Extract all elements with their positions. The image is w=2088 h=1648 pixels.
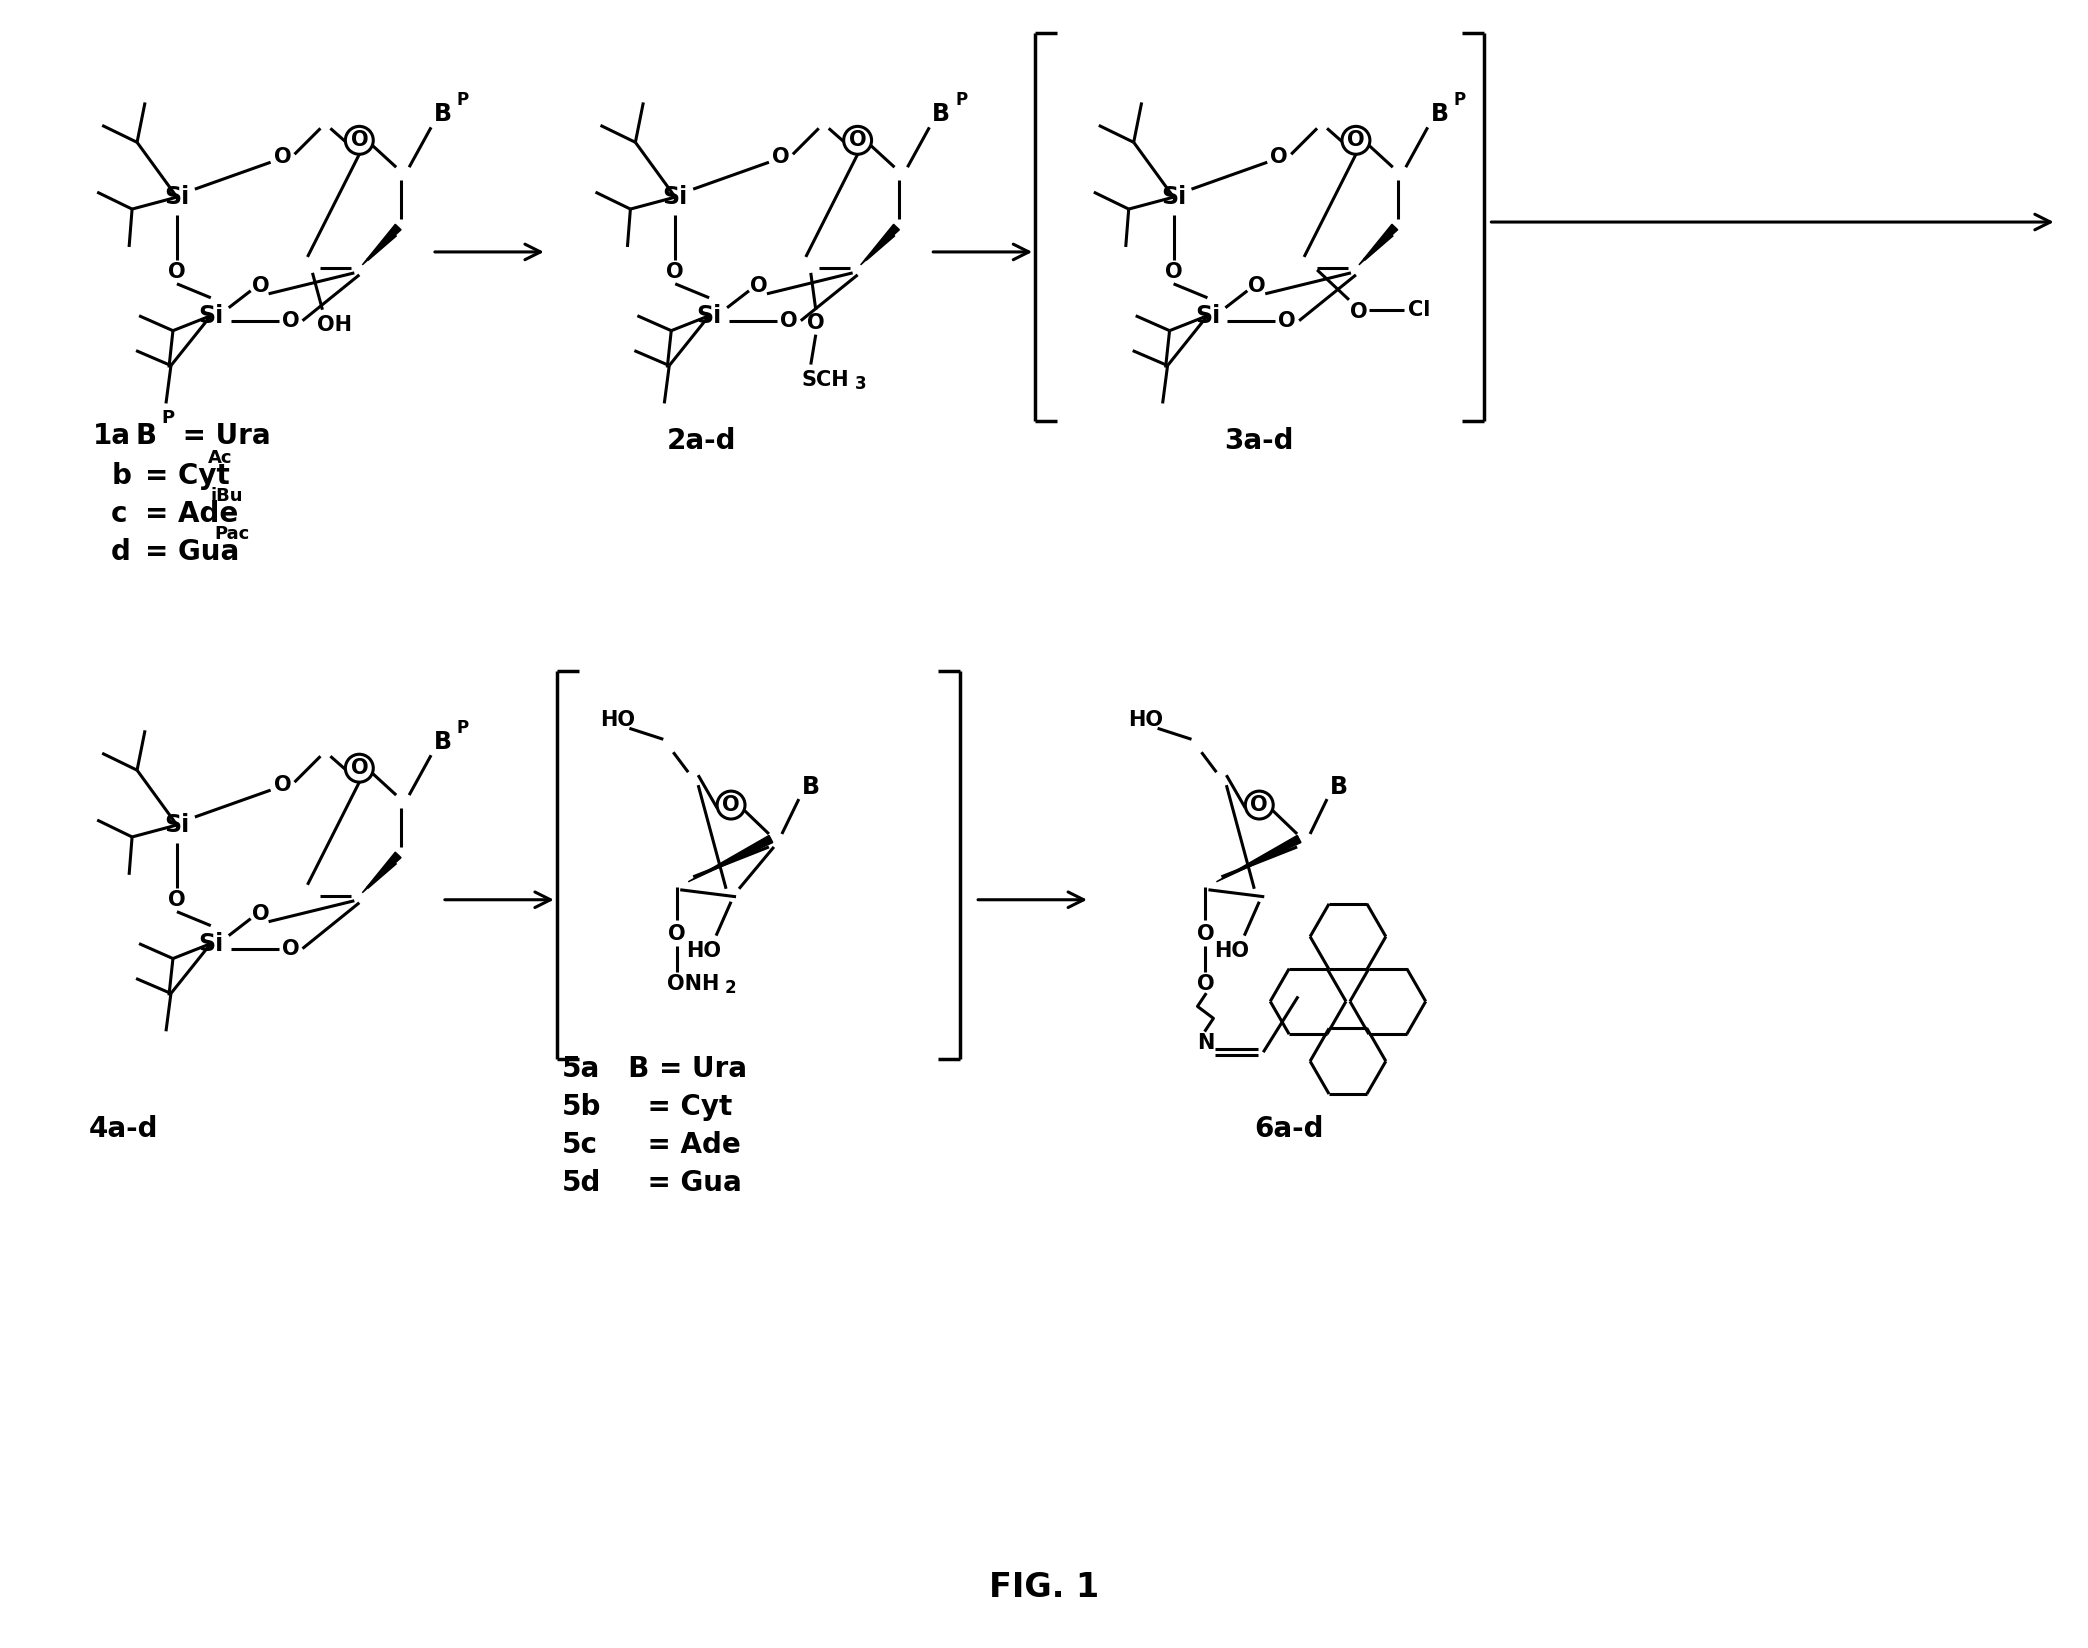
- Text: O: O: [750, 275, 768, 297]
- Text: HO: HO: [1213, 941, 1249, 961]
- Text: Si: Si: [662, 185, 687, 209]
- Text: c: c: [111, 499, 127, 527]
- Text: = Cyt: = Cyt: [144, 461, 230, 489]
- Text: HO: HO: [685, 941, 720, 961]
- Text: Ac: Ac: [209, 450, 232, 468]
- Polygon shape: [689, 836, 773, 882]
- Text: B: B: [136, 422, 157, 450]
- Text: OH: OH: [317, 315, 353, 335]
- Text: 3a-d: 3a-d: [1224, 427, 1295, 455]
- Text: O: O: [773, 147, 789, 166]
- Text: O: O: [351, 758, 367, 778]
- Text: O: O: [1351, 302, 1368, 321]
- Text: Si: Si: [198, 303, 223, 328]
- Text: Si: Si: [165, 812, 190, 837]
- Text: 1a: 1a: [94, 422, 132, 450]
- Text: O: O: [1196, 923, 1215, 944]
- Text: O: O: [282, 939, 299, 959]
- Text: O: O: [282, 311, 299, 331]
- Text: B: B: [434, 102, 451, 127]
- Circle shape: [716, 791, 745, 819]
- Polygon shape: [363, 224, 401, 265]
- Text: = Gua: = Gua: [144, 537, 240, 565]
- Text: b: b: [111, 461, 132, 489]
- Text: ONH: ONH: [666, 974, 720, 994]
- Text: P: P: [457, 719, 470, 737]
- Text: 2: 2: [725, 979, 735, 997]
- Text: SCH: SCH: [802, 369, 850, 389]
- Text: B: B: [1330, 775, 1349, 799]
- Text: O: O: [1196, 974, 1215, 994]
- Text: P: P: [954, 91, 967, 109]
- Text: 5c: 5c: [562, 1131, 597, 1159]
- Text: O: O: [351, 130, 367, 150]
- Text: N: N: [1196, 1033, 1213, 1053]
- Text: O: O: [1165, 262, 1182, 282]
- Text: iBu: iBu: [211, 488, 244, 504]
- Text: O: O: [668, 923, 687, 944]
- Text: B: B: [1430, 102, 1449, 127]
- Text: = Ade: = Ade: [144, 499, 238, 527]
- Text: B: B: [434, 730, 451, 755]
- Text: O: O: [274, 147, 292, 166]
- Text: 5a: 5a: [562, 1055, 599, 1083]
- Text: HO: HO: [1128, 710, 1163, 730]
- Text: O: O: [1251, 794, 1267, 816]
- Text: Si: Si: [697, 303, 722, 328]
- Text: O: O: [169, 890, 186, 910]
- Text: P: P: [457, 91, 470, 109]
- Polygon shape: [1217, 836, 1301, 882]
- Text: O: O: [666, 262, 685, 282]
- Text: Cl: Cl: [1407, 300, 1430, 320]
- Text: O: O: [1347, 130, 1366, 150]
- Text: = Ade: = Ade: [610, 1131, 741, 1159]
- Circle shape: [345, 127, 374, 155]
- Text: Si: Si: [1161, 185, 1186, 209]
- Text: Si: Si: [1194, 303, 1219, 328]
- Text: P: P: [161, 409, 173, 427]
- Text: O: O: [1270, 147, 1288, 166]
- Text: O: O: [274, 775, 292, 794]
- Text: = Gua: = Gua: [610, 1168, 741, 1196]
- Text: HO: HO: [599, 710, 635, 730]
- Text: = Ura: = Ura: [173, 422, 271, 450]
- Polygon shape: [1359, 224, 1397, 265]
- Text: Si: Si: [165, 185, 190, 209]
- Text: P: P: [1453, 91, 1466, 109]
- Circle shape: [345, 755, 374, 783]
- Text: 3: 3: [854, 376, 867, 394]
- Text: B: B: [802, 775, 821, 799]
- Circle shape: [844, 127, 871, 155]
- Text: = Cyt: = Cyt: [610, 1093, 733, 1121]
- Text: 6a-d: 6a-d: [1255, 1116, 1324, 1144]
- Text: O: O: [253, 275, 269, 297]
- Text: O: O: [253, 903, 269, 923]
- Text: O: O: [850, 130, 867, 150]
- Text: 5d: 5d: [562, 1168, 601, 1196]
- Text: d: d: [111, 537, 132, 565]
- Text: 5b: 5b: [562, 1093, 601, 1121]
- Text: B = Ura: B = Ura: [610, 1055, 748, 1083]
- Text: O: O: [722, 794, 739, 816]
- Text: Pac: Pac: [215, 526, 251, 542]
- Text: 2a-d: 2a-d: [666, 427, 735, 455]
- Polygon shape: [860, 224, 900, 265]
- Polygon shape: [363, 852, 401, 893]
- Text: O: O: [169, 262, 186, 282]
- Circle shape: [1343, 127, 1370, 155]
- Text: O: O: [781, 311, 798, 331]
- Circle shape: [1244, 791, 1274, 819]
- Text: O: O: [1278, 311, 1297, 331]
- Text: O: O: [806, 313, 825, 333]
- Text: FIG. 1: FIG. 1: [990, 1571, 1098, 1604]
- Text: O: O: [1249, 275, 1265, 297]
- Text: Si: Si: [198, 931, 223, 956]
- Text: 4a-d: 4a-d: [88, 1116, 159, 1144]
- Text: B: B: [933, 102, 950, 127]
